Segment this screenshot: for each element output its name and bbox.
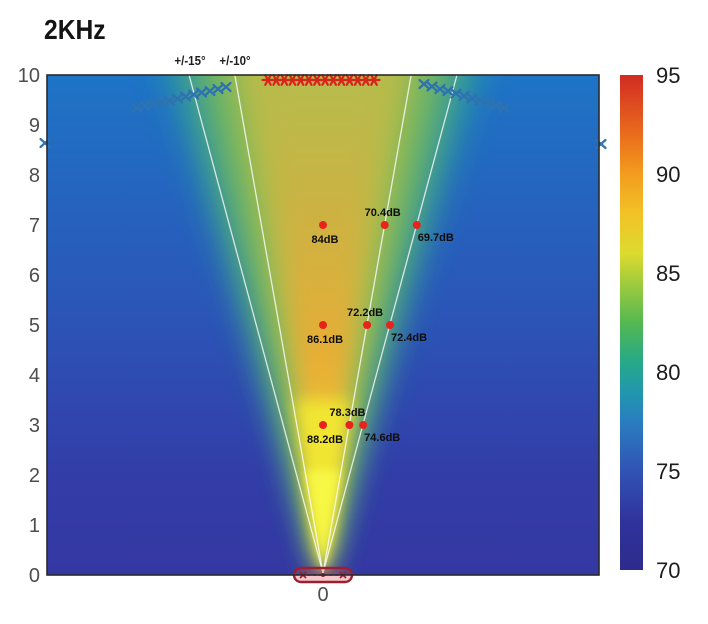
colorbar-tick-label: 95 <box>656 63 680 88</box>
x-marker <box>187 89 200 100</box>
colorbar <box>620 75 643 570</box>
spl-value-label: 72.2dB <box>347 307 383 319</box>
colorbar-tick-labels: 95 90 85 80 75 70 <box>656 63 680 583</box>
asterisk-marker <box>272 74 281 86</box>
spl-dot <box>319 421 327 429</box>
spl-value-label: 74.6dB <box>364 432 400 444</box>
x-marker <box>39 137 51 149</box>
spl-dot <box>319 221 327 229</box>
y-tick-label: 6 <box>29 265 40 287</box>
x-marker <box>147 98 159 110</box>
x-marker <box>139 100 151 112</box>
angle-guide-line-10 <box>234 75 324 574</box>
spl-value-label: 70.4dB <box>365 207 401 219</box>
y-tick-label: 5 <box>29 315 40 337</box>
asterisk-marker <box>280 74 289 86</box>
x-marker <box>171 93 184 104</box>
colorbar-tick-label: 90 <box>656 162 680 187</box>
colorbar-tick-label: 70 <box>656 558 680 583</box>
y-tick-label: 8 <box>29 165 40 187</box>
y-tick-label: 1 <box>29 515 40 537</box>
asterisk-marker <box>304 74 313 86</box>
y-tick-label: 10 <box>18 65 40 87</box>
x-marker <box>426 81 438 92</box>
colorbar-tick-label: 75 <box>656 459 680 484</box>
colorbar-tick-label: 85 <box>656 261 680 286</box>
x-marker <box>595 138 607 150</box>
y-tick-label: 2 <box>29 465 40 487</box>
beam-hotspot-bright <box>306 470 340 575</box>
spl-value-label: 69.7dB <box>418 232 454 244</box>
x-marker <box>163 95 176 106</box>
x-marker <box>418 78 430 90</box>
angle-guide-line-15 <box>188 75 324 574</box>
asterisk-marker <box>353 74 362 86</box>
x-tick-label: 0 <box>317 584 328 606</box>
asterisk-marker <box>345 74 354 86</box>
spl-value-label: 78.3dB <box>329 407 365 419</box>
asterisk-marker <box>288 74 297 86</box>
spl-dot <box>345 421 354 429</box>
asterisk-marker <box>313 74 321 86</box>
angle-guide-label-10deg: +/-10° <box>219 54 251 68</box>
spl-value-label: 86.1dB <box>307 334 343 346</box>
asterisk-marker <box>296 74 305 86</box>
plot-border <box>46 74 600 576</box>
asterisk-marker-row <box>261 74 381 86</box>
spl-dot <box>363 321 372 329</box>
x-marker <box>450 88 462 99</box>
x-marker <box>155 97 167 108</box>
x-marker <box>482 97 494 109</box>
spl-value-label: 84dB <box>312 234 339 246</box>
colorbar-tick-label: 80 <box>656 360 680 385</box>
spl-value-label: 72.4dB <box>391 332 427 344</box>
x-marker <box>220 81 232 93</box>
asterisk-marker <box>264 74 272 86</box>
beamwidth-x-markers <box>39 78 607 150</box>
y-tick-label: 9 <box>29 115 40 137</box>
x-marker <box>498 102 510 114</box>
y-tick-label: 7 <box>29 215 40 237</box>
x-axis-tick-labels: 0 <box>317 584 328 606</box>
y-tick-label: 0 <box>29 565 40 587</box>
x-marker <box>490 100 502 111</box>
spl-dot <box>319 321 327 329</box>
angle-guide-label-15deg: +/-15° <box>174 54 206 68</box>
asterisk-marker <box>337 74 346 86</box>
x-marker <box>212 83 224 95</box>
asterisk-marker <box>370 74 378 86</box>
spl-dot <box>386 321 394 329</box>
y-tick-label: 3 <box>29 415 40 437</box>
spl-dot <box>359 421 368 429</box>
spl-value-label: 88.2dB <box>307 434 343 446</box>
x-marker <box>204 85 216 97</box>
x-marker <box>442 85 454 97</box>
x-marker <box>474 95 486 106</box>
spl-dot <box>412 221 421 229</box>
chart-title: 2KHz <box>44 14 106 45</box>
asterisk-marker <box>321 74 329 86</box>
x-marker <box>179 91 192 102</box>
x-marker <box>458 90 470 102</box>
spl-dot <box>380 221 389 229</box>
x-marker <box>195 87 208 98</box>
asterisk-marker <box>362 74 370 86</box>
x-marker <box>131 102 143 114</box>
y-tick-label: 4 <box>29 365 40 387</box>
heatmap-field <box>47 75 599 575</box>
asterisk-marker <box>329 74 338 86</box>
